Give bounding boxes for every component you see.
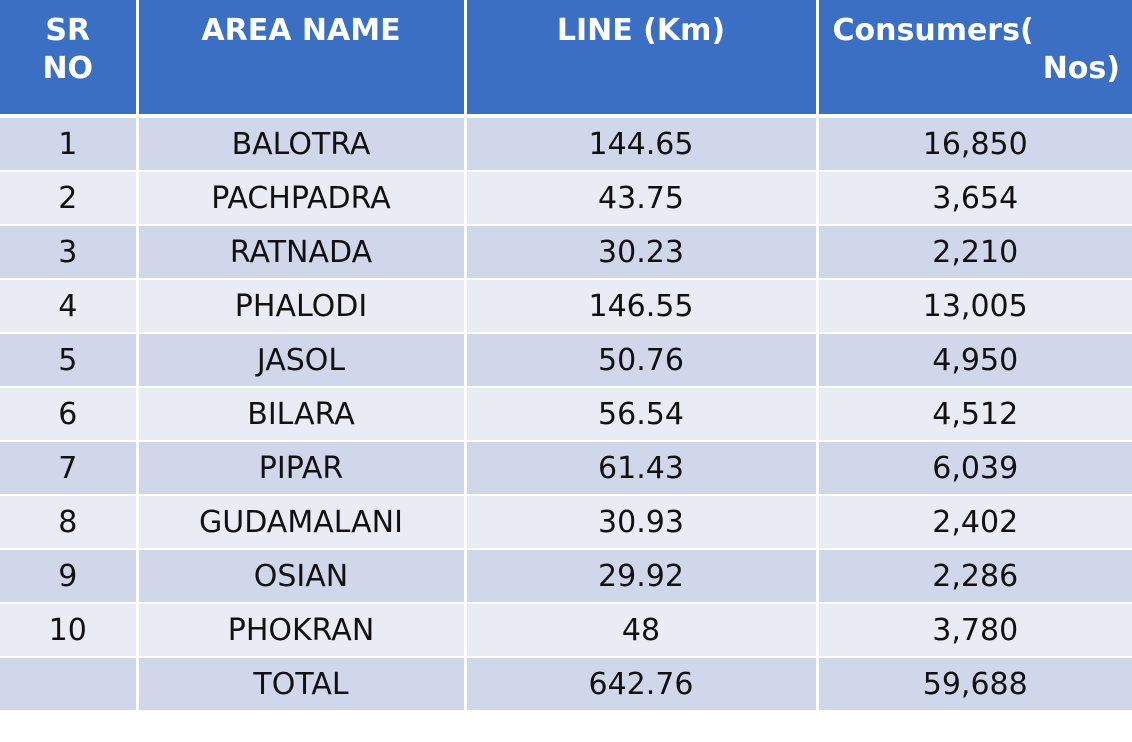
cell-area-name: PHALODI (137, 278, 467, 333)
table-body: 1 BALOTRA 144.65 16,850 2 PACHPADRA 43.75 3,654… (0, 115, 1132, 710)
header-area-name: AREA NAME (137, 0, 467, 118)
cell-sr-no: 4 (0, 278, 139, 333)
cell-line-km: 29.92 (465, 548, 819, 603)
cell-consumers: 59,688 (817, 656, 1132, 710)
cell-sr-no: 8 (0, 494, 139, 549)
header-line-km: LINE (Km) (465, 0, 819, 118)
table-row: 8 GUDAMALANI 30.93 2,402 (0, 494, 1132, 549)
header-row: SR NO AREA NAME LINE (Km) Consumers( Nos… (0, 0, 1132, 118)
cell-sr-no: 7 (0, 440, 139, 495)
cell-area-name: GUDAMALANI (137, 494, 467, 549)
header-consumers-line2: Nos) (1042, 51, 1120, 86)
cell-line-km: 43.75 (465, 170, 819, 225)
cell-line-km: 146.55 (465, 278, 819, 333)
cell-consumers: 2,210 (817, 224, 1132, 279)
cell-sr-no (0, 656, 139, 710)
cell-area-name: TOTAL (137, 656, 467, 710)
cell-area-name: OSIAN (137, 548, 467, 603)
table-row: 1 BALOTRA 144.65 16,850 (0, 115, 1132, 171)
cell-sr-no: 1 (0, 115, 139, 171)
cell-area-name: JASOL (137, 332, 467, 387)
table-row: 6 BILARA 56.54 4,512 (0, 386, 1132, 441)
cell-consumers: 4,512 (817, 386, 1132, 441)
cell-line-km: 56.54 (465, 386, 819, 441)
cell-line-km: 642.76 (465, 656, 819, 710)
table-row: 10 PHOKRAN 48 3,780 (0, 602, 1132, 657)
cell-sr-no: 5 (0, 332, 139, 387)
cell-consumers: 6,039 (817, 440, 1132, 495)
cell-area-name: PACHPADRA (137, 170, 467, 225)
header-sr-line1: SR (45, 13, 91, 48)
cell-consumers: 3,780 (817, 602, 1132, 657)
cell-consumers: 16,850 (817, 115, 1132, 171)
cell-sr-no: 6 (0, 386, 139, 441)
table-row: 7 PIPAR 61.43 6,039 (0, 440, 1132, 495)
cell-consumers: 2,286 (817, 548, 1132, 603)
cell-line-km: 30.93 (465, 494, 819, 549)
total-row: TOTAL 642.76 59,688 (0, 656, 1132, 710)
data-table: SR NO AREA NAME LINE (Km) Consumers( Nos… (0, 0, 1132, 710)
cell-consumers: 3,654 (817, 170, 1132, 225)
cell-line-km: 144.65 (465, 115, 819, 171)
cell-area-name: RATNADA (137, 224, 467, 279)
table-row: 3 RATNADA 30.23 2,210 (0, 224, 1132, 279)
cell-line-km: 50.76 (465, 332, 819, 387)
header-consumers: Consumers( Nos) (817, 0, 1132, 118)
cell-area-name: BALOTRA (137, 115, 467, 171)
cell-consumers: 2,402 (817, 494, 1132, 549)
cell-area-name: PIPAR (137, 440, 467, 495)
cell-sr-no: 2 (0, 170, 139, 225)
cell-area-name: BILARA (137, 386, 467, 441)
table-row: 9 OSIAN 29.92 2,286 (0, 548, 1132, 603)
header-sr-line2: NO (42, 51, 94, 86)
header-consumers-line1: Consumers( (832, 13, 1034, 48)
table-row: 2 PACHPADRA 43.75 3,654 (0, 170, 1132, 225)
table-row: 5 JASOL 50.76 4,950 (0, 332, 1132, 387)
cell-consumers: 4,950 (817, 332, 1132, 387)
cell-sr-no: 3 (0, 224, 139, 279)
cell-area-name: PHOKRAN (137, 602, 467, 657)
table-row: 4 PHALODI 146.55 13,005 (0, 278, 1132, 333)
cell-sr-no: 10 (0, 602, 139, 657)
cell-line-km: 61.43 (465, 440, 819, 495)
cell-line-km: 30.23 (465, 224, 819, 279)
cell-line-km: 48 (465, 602, 819, 657)
cell-consumers: 13,005 (817, 278, 1132, 333)
header-sr-no: SR NO (0, 0, 139, 118)
cell-sr-no: 9 (0, 548, 139, 603)
